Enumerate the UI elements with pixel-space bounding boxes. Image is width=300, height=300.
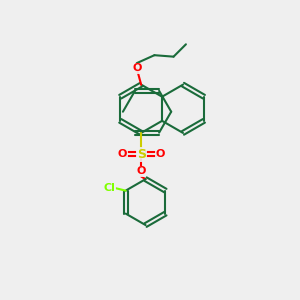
Text: Cl: Cl [103,183,116,193]
Text: O: O [118,149,127,159]
Text: O: O [132,63,141,74]
Text: S: S [137,148,146,160]
Text: O: O [155,149,165,159]
Text: O: O [136,166,146,176]
